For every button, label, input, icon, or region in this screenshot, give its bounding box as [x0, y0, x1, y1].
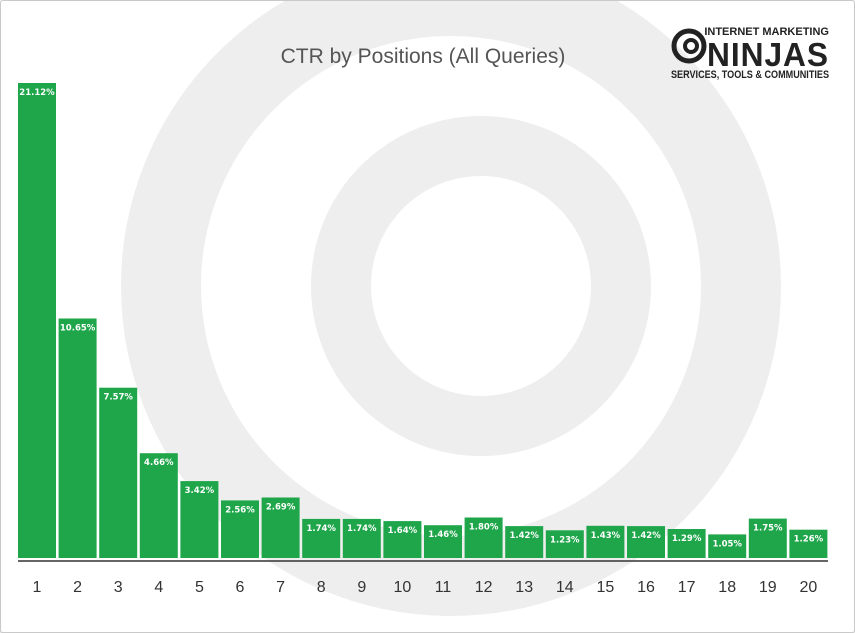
bar-position-4	[139, 453, 178, 558]
x-tick-label-3: 3	[114, 579, 123, 596]
bar-value-label-18: 1.05%	[712, 539, 742, 549]
x-tick-label-14: 14	[556, 579, 574, 596]
bar-position-11	[424, 525, 462, 558]
x-tick-label-2: 2	[73, 579, 82, 596]
bar-position-16	[627, 526, 665, 558]
x-tick-label-16: 16	[637, 579, 655, 596]
x-tick-label-6: 6	[236, 579, 245, 596]
bar-value-label-20: 1.26%	[794, 535, 824, 545]
bar-value-label-4: 4.66%	[144, 458, 174, 468]
bar-value-label-3: 7.57%	[103, 393, 133, 403]
x-tick-label-4: 4	[154, 579, 163, 596]
bar-value-label-6: 2.56%	[225, 505, 255, 515]
bar-value-label-7: 2.69%	[266, 503, 296, 513]
x-tick-label-7: 7	[276, 579, 285, 596]
bar-position-17	[667, 529, 706, 558]
ninja-swirl-logo-icon	[671, 28, 707, 64]
bar-position-18	[708, 534, 747, 558]
bar-value-label-13: 1.42%	[509, 531, 539, 541]
x-tick-label-9: 9	[357, 579, 366, 596]
bar-position-15	[586, 525, 625, 558]
bar-position-12	[464, 517, 503, 558]
x-tick-label-15: 15	[597, 579, 615, 596]
bar-position-6	[221, 500, 259, 558]
bar-value-label-14: 1.23%	[550, 535, 580, 545]
bar-value-label-2: 10.65%	[60, 324, 96, 334]
x-tick-label-11: 11	[435, 579, 452, 596]
bar-value-label-5: 3.42%	[185, 486, 215, 496]
bar-position-3	[99, 387, 138, 558]
bar-value-label-9: 1.74%	[347, 524, 377, 534]
x-tick-label-17: 17	[678, 579, 696, 596]
x-tick-label-20: 20	[800, 579, 818, 596]
logo-line-3: SERVICES, TOOLS & COMMUNITIES	[671, 69, 829, 81]
bar-position-14	[545, 530, 584, 558]
x-tick-label-18: 18	[718, 579, 736, 596]
bar-value-label-15: 1.43%	[591, 531, 621, 541]
chart-title: CTR by Positions (All Queries)	[281, 45, 566, 68]
bar-position-2	[58, 318, 97, 558]
x-tick-label-1: 1	[33, 579, 42, 596]
bar-value-label-16: 1.42%	[631, 531, 661, 541]
bar-position-7	[261, 497, 300, 558]
bar-value-label-19: 1.75%	[753, 524, 783, 534]
x-tick-label-13: 13	[515, 579, 533, 596]
bar-position-13	[505, 526, 544, 558]
bar-value-label-1: 21.12%	[19, 88, 55, 98]
x-tick-labels: 1 2 3 4 5 6 7 8 9 10 11 12 13 14 15 16 17 18 19 20	[33, 579, 818, 596]
bar-position-19	[748, 518, 787, 558]
bar-position-1	[18, 83, 56, 558]
x-tick-label-10: 10	[394, 579, 412, 596]
bar-position-20	[789, 529, 828, 558]
x-tick-label-5: 5	[195, 579, 204, 596]
bar-value-label-10: 1.64%	[388, 526, 418, 536]
logo-line-2: NINJAS	[707, 36, 829, 73]
brand-logo: INTERNET MARKETING NINJAS SERVICES, TOOL…	[671, 26, 829, 81]
bars-group: 21.12% 10.65% 7.57% 4.66% 3.42% 2.56% 2.69% 1.7…	[18, 83, 828, 562]
logo-line-1: INTERNET MARKETING	[704, 26, 829, 38]
x-tick-label-19: 19	[759, 579, 777, 596]
bar-position-10	[383, 521, 422, 558]
bar-position-5	[180, 481, 219, 558]
x-tick-label-12: 12	[475, 579, 493, 596]
x-tick-label-8: 8	[317, 579, 326, 596]
bar-position-9	[342, 518, 381, 558]
bar-value-label-11: 1.46%	[428, 530, 458, 540]
bar-value-label-8: 1.74%	[306, 524, 336, 534]
bar-position-8	[302, 518, 341, 558]
bar-value-label-17: 1.29%	[672, 534, 702, 544]
bar-value-label-12: 1.80%	[469, 523, 499, 533]
watermark-swirl-icon	[121, 1, 781, 616]
